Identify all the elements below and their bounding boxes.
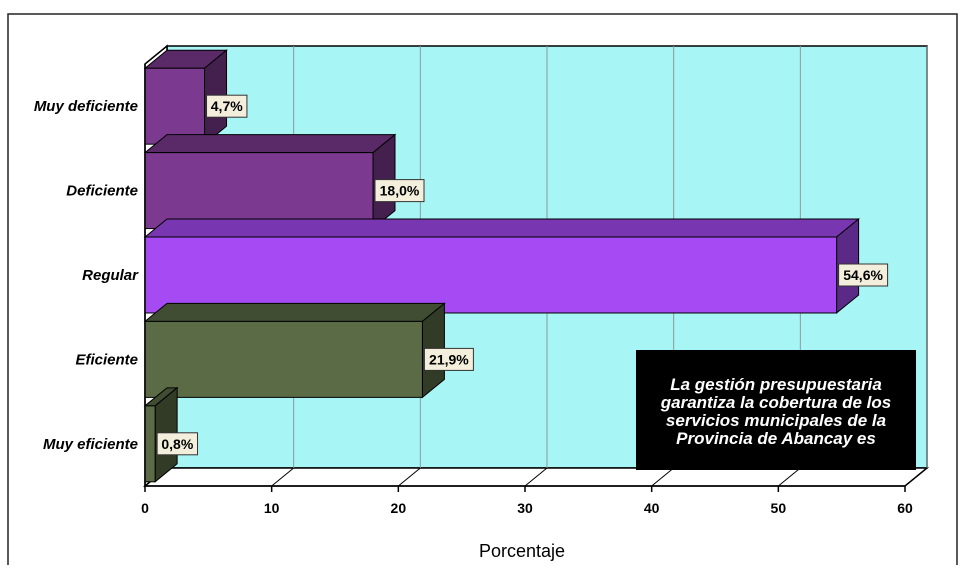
floor-gridline: [271, 467, 294, 487]
data-label: 21,9%: [429, 351, 469, 367]
x-tick-label: 40: [644, 500, 660, 516]
floor-gridline: [651, 467, 674, 487]
bar: [144, 67, 206, 145]
x-axis-label: Porcentaje: [479, 541, 565, 561]
floor-gridline: [778, 467, 801, 487]
floor-gridline: [398, 467, 421, 487]
category-label: Deficiente: [66, 183, 138, 200]
data-label: 54,6%: [843, 267, 883, 283]
bar-top: [143, 134, 397, 154]
category-label: Muy deficiente: [34, 98, 138, 115]
annotation-text: servicios municipales de la: [666, 411, 886, 430]
data-label-box: [206, 94, 248, 118]
annotation-text: garantiza la cobertura de los: [660, 393, 892, 412]
category-label: Eficiente: [75, 351, 138, 368]
data-label-box: [374, 179, 425, 203]
x-tick-label: 50: [771, 500, 787, 516]
x-tick-label: 10: [264, 500, 280, 516]
floor-gridline: [904, 467, 928, 487]
bar: [144, 320, 423, 398]
x-tick-label: 60: [897, 500, 913, 516]
bar: [144, 405, 156, 483]
x-tick-label: 20: [391, 500, 407, 516]
x-tick-label: 0: [141, 500, 149, 516]
data-label-box: [423, 347, 474, 371]
category-label: Regular: [82, 267, 139, 284]
annotation-text: Provincia de Abancay es: [676, 429, 876, 448]
bar: [144, 236, 838, 314]
annotation-text: La gestión presupuestaria: [670, 375, 882, 394]
data-label-box: [156, 432, 199, 456]
x-tick-label: 30: [517, 500, 533, 516]
data-label: 4,7%: [211, 98, 243, 114]
annotation-box: [636, 350, 916, 470]
bar: [144, 152, 374, 230]
data-label-box: [838, 263, 889, 287]
bar-top: [143, 302, 446, 322]
bar-top: [143, 218, 861, 238]
data-label: 0,8%: [161, 436, 193, 452]
floor-gridline: [524, 467, 548, 487]
data-label: 18,0%: [380, 183, 420, 199]
category-label: Muy eficiente: [43, 436, 138, 453]
